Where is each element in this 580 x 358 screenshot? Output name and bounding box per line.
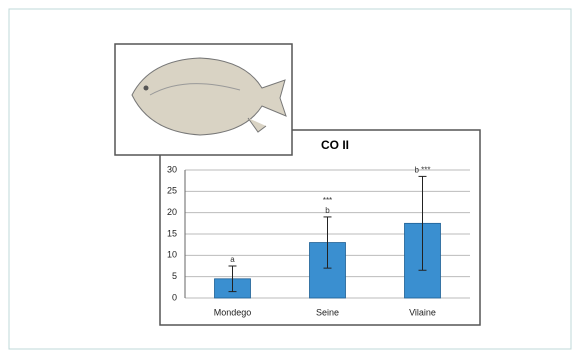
annotation: a <box>230 255 235 264</box>
x-tick-label: Vilaine <box>409 307 436 317</box>
y-tick-label: 0 <box>172 292 177 302</box>
fish-illustration <box>114 43 293 156</box>
fish-eye <box>143 85 149 91</box>
y-tick-label: 10 <box>167 250 177 260</box>
x-tick-label: Seine <box>316 307 339 317</box>
y-tick-label: 25 <box>167 186 177 196</box>
y-tick-label: 15 <box>167 228 177 238</box>
annotation: b <box>325 206 330 215</box>
y-tick-label: 30 <box>167 164 177 174</box>
annotation: *** <box>323 196 332 205</box>
plot: 0 5 10 15 20 25 30 Mondego a Seine ***b Vilaine b **… <box>167 164 470 317</box>
fish-fin <box>247 117 267 133</box>
x-tick-label: Mondego <box>214 307 252 317</box>
fish-line <box>149 83 241 96</box>
y-tick-label: 20 <box>167 207 177 217</box>
y-tick-label: 5 <box>172 271 177 281</box>
annotation: b *** <box>414 166 430 175</box>
fish-body <box>131 57 287 136</box>
chart-title: CO II <box>321 138 349 152</box>
